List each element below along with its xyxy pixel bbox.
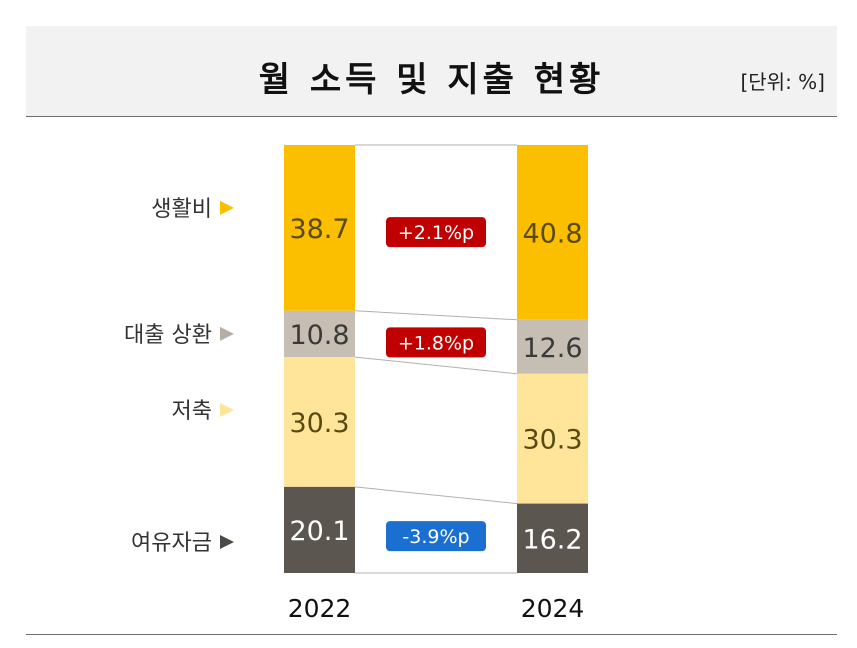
bar-segment [517,319,588,374]
bar-segment [284,310,355,358]
series-arrow-icon [220,200,234,215]
chart-header: 월 소득 및 지출 현황 [단위: %] [26,26,837,117]
bar-segment [284,145,355,311]
value-label: 12.6 [522,333,582,364]
value-label: 40.8 [522,218,582,249]
series-arrow-icon [220,534,234,549]
series-label: 저축 [172,399,212,424]
change-badge [386,521,486,552]
bottom-divider [26,634,837,635]
value-label: 30.3 [289,408,349,439]
bar-segment [284,357,355,487]
value-label: 20.1 [289,516,349,547]
series-arrow-icon [220,402,234,417]
change-badge [386,327,486,358]
change-badge-label: +1.8%p [398,332,474,354]
series-label: 대출 상환 [124,323,212,348]
change-badge-label: -3.9%p [402,526,469,548]
bar-segment [517,503,588,573]
chart-title: 월 소득 및 지출 현황 [258,60,605,100]
bar-segment [517,373,588,504]
x-tick-label: 2022 [288,594,352,623]
bar-segment [284,486,355,573]
value-label: 16.2 [522,524,582,555]
change-badge-label: +2.1%p [398,222,474,244]
series-arrow-icon [220,326,234,341]
series-label: 여유자금 [131,531,212,556]
value-label: 38.7 [289,214,349,245]
connector-line-3 [354,486,518,505]
x-tick-label: 2024 [521,594,585,623]
value-label: 10.8 [289,320,349,351]
change-badge [386,217,486,248]
value-label: 30.3 [522,425,582,456]
series-label: 생활비 [151,197,212,222]
connector-line-1 [354,310,518,321]
unit-label: [단위: %] [740,70,825,94]
bar-segment [517,145,588,320]
connector-line-2 [354,356,518,375]
